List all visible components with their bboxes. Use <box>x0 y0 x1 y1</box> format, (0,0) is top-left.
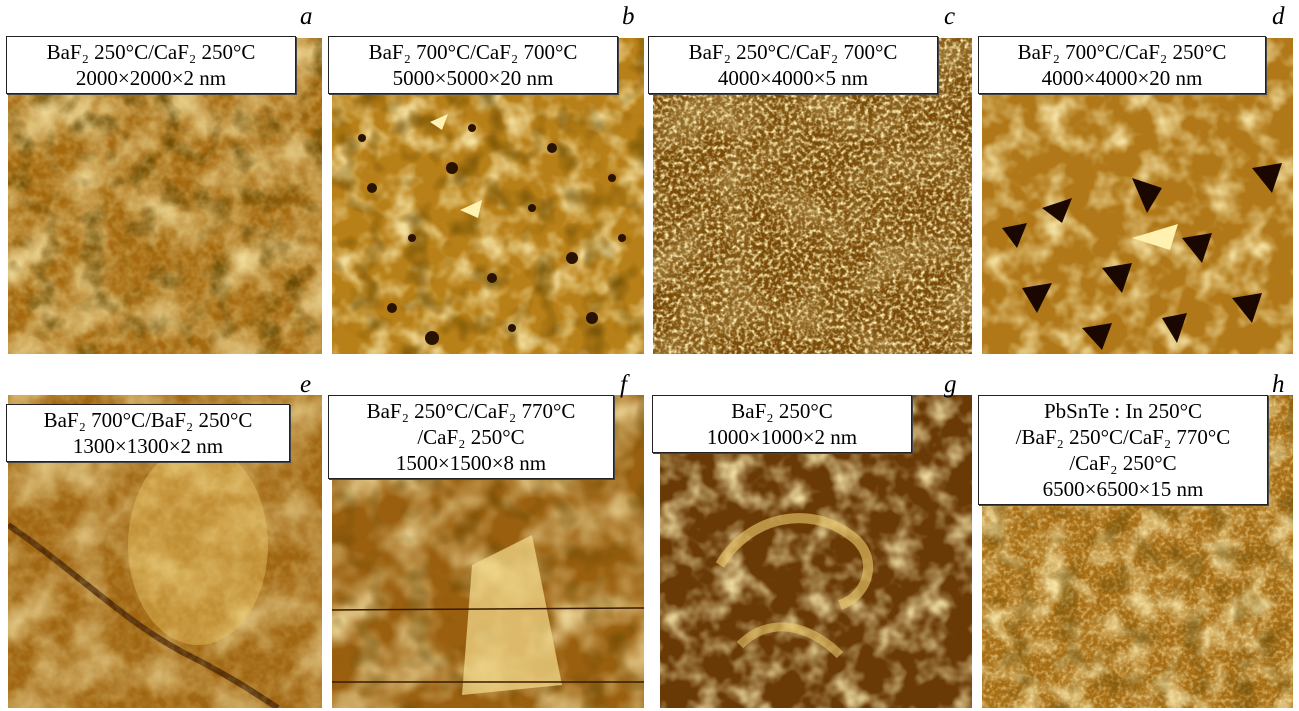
label-a-line-1: BaF₂ 250°C/CaF₂ 250°C <box>46 40 256 64</box>
label-e-line-2: 1300×1300×2 nm <box>72 434 224 458</box>
label-h: PbSnTe : In 250°C /BaF₂ 250°C/CaF₂ 770°C… <box>978 395 1268 505</box>
label-h-line-2: /BaF₂ 250°C/CaF₂ 770°C <box>1015 425 1231 449</box>
label-c-line-2: 4000×4000×5 nm <box>717 66 869 90</box>
label-g: BaF₂ 250°C 1000×1000×2 nm <box>652 395 912 453</box>
label-b-line-2: 5000×5000×20 nm <box>392 66 554 90</box>
label-a-line-2: 2000×2000×2 nm <box>75 66 227 90</box>
label-e-line-1: BaF₂ 700°C/BaF₂ 250°C <box>43 408 253 432</box>
label-b: BaF₂ 700°C/CaF₂ 700°C 5000×5000×20 nm <box>328 36 618 94</box>
label-a: BaF₂ 250°C/CaF₂ 250°C 2000×2000×2 nm <box>6 36 296 94</box>
panel-letter-e: e <box>300 371 312 398</box>
panel-letter-g: g <box>944 371 957 398</box>
label-g-line-2: 1000×1000×2 nm <box>706 425 858 449</box>
label-f-line-2: /CaF₂ 250°C <box>417 425 525 449</box>
panel-letter-f: f <box>620 371 627 398</box>
label-e: BaF₂ 700°C/BaF₂ 250°C 1300×1300×2 nm <box>6 404 290 462</box>
label-f-line-3: 1500×1500×8 nm <box>395 451 547 475</box>
label-f: BaF₂ 250°C/CaF₂ 770°C /CaF₂ 250°C 1500×1… <box>328 395 614 479</box>
label-d-line-1: BaF₂ 700°C/CaF₂ 250°C <box>1017 40 1227 64</box>
label-b-line-1: BaF₂ 700°C/CaF₂ 700°C <box>368 40 578 64</box>
panel-letter-a: a <box>300 3 313 30</box>
label-c-line-1: BaF₂ 250°C/CaF₂ 700°C <box>688 40 898 64</box>
label-h-line-3: /CaF₂ 250°C <box>1069 451 1177 475</box>
panel-letter-d: d <box>1272 3 1285 30</box>
label-h-line-1: PbSnTe : In 250°C <box>1043 399 1203 423</box>
label-d-line-2: 4000×4000×20 nm <box>1041 66 1203 90</box>
label-g-line-1: BaF₂ 250°C <box>731 399 833 423</box>
label-f-line-1: BaF₂ 250°C/CaF₂ 770°C <box>366 399 576 423</box>
label-c: BaF₂ 250°C/CaF₂ 700°C 4000×4000×5 nm <box>648 36 938 94</box>
panel-letter-h: h <box>1272 371 1285 398</box>
panel-letter-b: b <box>622 3 635 30</box>
label-h-line-4: 6500×6500×15 nm <box>1042 477 1204 501</box>
label-d: BaF₂ 700°C/CaF₂ 250°C 4000×4000×20 nm <box>978 36 1266 94</box>
panel-letter-c: c <box>944 3 956 30</box>
